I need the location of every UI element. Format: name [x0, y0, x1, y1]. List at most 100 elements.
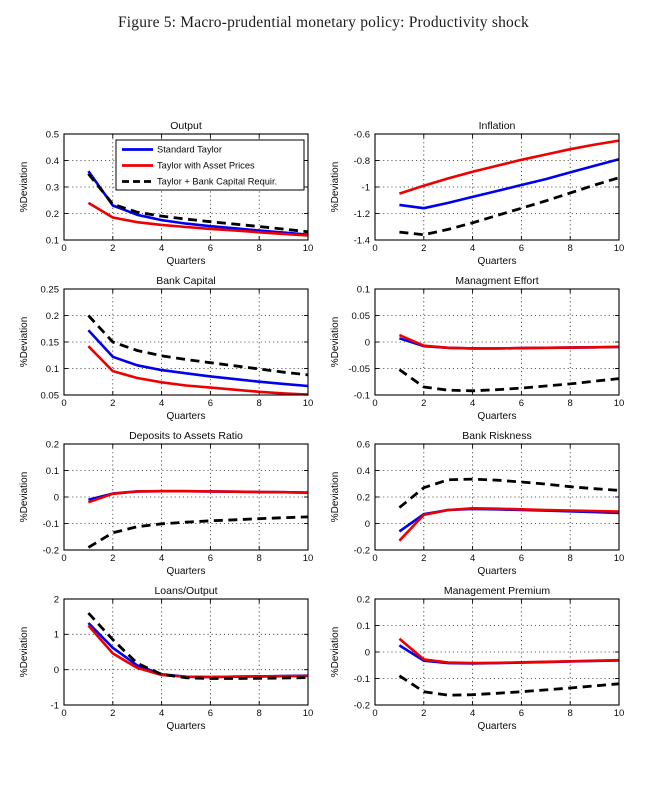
- paper-figure-page: Figure 5: Macro-prudential monetary poli…: [0, 14, 647, 809]
- x-tick-label: 0: [61, 553, 66, 564]
- y-axis-label: %Deviation: [330, 162, 341, 213]
- y-axis-label: %Deviation: [330, 627, 341, 678]
- x-tick-label: 4: [159, 553, 164, 564]
- y-tick-label: 0.2: [46, 311, 59, 322]
- x-tick-label: 6: [208, 553, 213, 564]
- subplot-output: Output 0 2 4 6 8 10 0.1 0.2 0.3 0.4 0.5 Quarters %Dev…: [16, 120, 316, 275]
- tick-marks: [374, 133, 620, 241]
- x-tick-label: 10: [614, 708, 625, 719]
- y-axis-label: %Deviation: [330, 317, 341, 368]
- x-tick-label: 0: [372, 553, 377, 564]
- line-taylor-bank-capital-requir: [87, 172, 309, 234]
- subplot-title: Managment Effort: [455, 275, 538, 287]
- series-lines: [87, 314, 309, 396]
- y-tick-label: 0.2: [357, 594, 370, 605]
- line-taylor-bank-capital-requir: [87, 612, 309, 680]
- y-tick-label: 0: [365, 519, 370, 530]
- y-tick-label: -0.1: [43, 519, 59, 530]
- x-tick-label: 2: [110, 243, 115, 254]
- x-axis-label: Quarters: [478, 566, 517, 577]
- x-tick-label: 10: [303, 398, 314, 409]
- gridlines: [375, 134, 619, 240]
- x-tick-label: 0: [372, 243, 377, 254]
- series-lines: [398, 477, 620, 542]
- line-standard-taylor: [87, 170, 309, 236]
- tick-marks: [374, 598, 620, 706]
- subplot-title: Loans/Output: [154, 585, 217, 597]
- x-tick-label: 4: [159, 708, 164, 719]
- y-axis-label: %Deviation: [19, 627, 30, 678]
- y-tick-label: -0.6: [354, 129, 370, 140]
- subplot-title: Deposits to Assets Ratio: [129, 430, 243, 442]
- subplot-title: Management Premium: [444, 585, 550, 597]
- chart-deposits-to-assets-ratio: Deposits to Assets Ratio 0 2 4 6 8 10 -0.2 -0.1 0…: [19, 430, 313, 577]
- x-tick-label: 8: [568, 553, 573, 564]
- x-tick-label: 2: [421, 398, 426, 409]
- line-taylor-bank-capital-requir: [399, 176, 620, 237]
- x-tick-label: 6: [208, 243, 213, 254]
- line-taylor-with-asset-prices: [87, 201, 309, 237]
- gridlines: [64, 599, 308, 705]
- y-axis-label: %Deviation: [19, 162, 30, 213]
- axes-box: [374, 133, 620, 241]
- y-tick-label: -0.2: [354, 545, 370, 556]
- x-axis-label: Quarters: [167, 721, 206, 732]
- line-taylor-with-asset-prices: [398, 507, 620, 542]
- y-tick-label: 0.4: [46, 156, 59, 167]
- x-tick-label: 4: [470, 708, 475, 719]
- y-axis-label: %Deviation: [19, 317, 30, 368]
- chart-managment-effort: Managment Effort 0 2 4 6 8 10 -0.1 -0.05 0 0.05 0.1…: [330, 275, 624, 422]
- x-tick-label: 2: [421, 553, 426, 564]
- chart-bank-capital: Bank Capital 0 2 4 6 8 10 0.05 0.1 0.15 0.2 0.25 Qua…: [19, 275, 314, 422]
- line-standard-taylor: [399, 157, 620, 210]
- x-tick-label: 8: [257, 553, 262, 564]
- subplot-inflation: Inflation 0 2 4 6 8 10 -1.4 -1.2 -1 -0.8 -0.6 Quarte…: [327, 120, 627, 275]
- line-taylor-bank-capital-requir: [87, 314, 309, 377]
- y-tick-label: 0: [365, 647, 370, 658]
- tick-marks: [374, 288, 620, 396]
- y-axis-label: %Deviation: [19, 472, 30, 523]
- subplot-bank-riskness: Bank Riskness 0 2 4 6 8 10 -0.2 0 0.2 0.4 0.6 Quarte…: [327, 430, 627, 585]
- line-taylor-bank-capital-requir: [398, 368, 620, 393]
- x-tick-label: 6: [519, 708, 524, 719]
- y-tick-label: 1: [54, 630, 59, 641]
- x-tick-label: 0: [61, 398, 66, 409]
- line-standard-taylor: [87, 329, 309, 388]
- series-lines: [87, 612, 309, 680]
- subplot-bank-capital: Bank Capital 0 2 4 6 8 10 0.05 0.1 0.15 0.2 0.25 Qua…: [16, 275, 316, 430]
- x-axis-label: Quarters: [478, 721, 517, 732]
- x-tick-label: 2: [421, 243, 426, 254]
- x-tick-label: 8: [257, 398, 262, 409]
- subplot-title: Bank Riskness: [462, 430, 531, 442]
- y-tick-label: 0.6: [357, 439, 370, 450]
- line-taylor-with-asset-prices: [87, 345, 309, 396]
- y-tick-label: 0.25: [41, 284, 60, 295]
- legend-label-taylor-bank-capital-requir: Taylor + Bank Capital Requir.: [157, 177, 277, 187]
- x-tick-label: 10: [303, 243, 314, 254]
- x-tick-label: 8: [568, 398, 573, 409]
- x-tick-label: 0: [61, 243, 66, 254]
- y-tick-label: 0: [54, 492, 59, 503]
- y-tick-label: 0.15: [41, 337, 60, 348]
- y-tick-label: 0.2: [357, 492, 370, 503]
- line-taylor-bank-capital-requir: [87, 515, 309, 549]
- y-tick-label: 0.3: [46, 182, 59, 193]
- tick-marks: [63, 443, 309, 551]
- legend-label-taylor-with-asset-prices: Taylor with Asset Prices: [157, 161, 255, 171]
- series-lines: [398, 637, 620, 697]
- line-taylor-bank-capital-requir: [398, 674, 620, 697]
- subplot-management-premium: Management Premium 0 2 4 6 8 10 -0.2 -0.1 0 0.1 0.2…: [327, 585, 627, 740]
- x-tick-label: 6: [519, 243, 524, 254]
- x-tick-label: 6: [519, 553, 524, 564]
- x-axis-label: Quarters: [167, 566, 206, 577]
- line-taylor-with-asset-prices: [398, 333, 620, 350]
- x-axis-label: Quarters: [478, 256, 517, 267]
- y-tick-label: 0.2: [46, 209, 59, 220]
- y-tick-label: 0.05: [352, 311, 371, 322]
- x-tick-label: 4: [159, 243, 164, 254]
- subplot-title: Bank Capital: [156, 275, 216, 287]
- y-tick-label: -1: [362, 182, 370, 193]
- x-tick-label: 8: [568, 243, 573, 254]
